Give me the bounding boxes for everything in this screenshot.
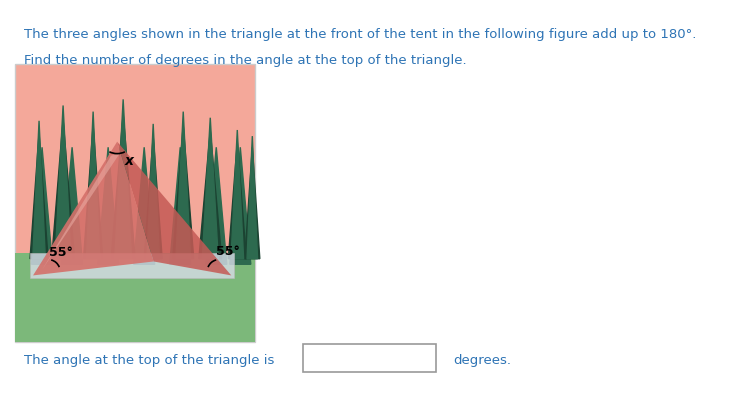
Polygon shape <box>147 124 159 259</box>
Polygon shape <box>30 253 234 278</box>
Polygon shape <box>228 142 246 259</box>
Polygon shape <box>61 147 82 264</box>
FancyBboxPatch shape <box>304 344 436 372</box>
Text: The angle at the top of the triangle is: The angle at the top of the triangle is <box>24 354 274 367</box>
Text: degrees.: degrees. <box>453 354 512 367</box>
Polygon shape <box>33 121 45 259</box>
Polygon shape <box>86 111 100 259</box>
Polygon shape <box>169 147 191 264</box>
Polygon shape <box>176 111 191 259</box>
Polygon shape <box>247 136 258 259</box>
Polygon shape <box>33 142 153 275</box>
Polygon shape <box>117 142 231 275</box>
Polygon shape <box>115 100 131 259</box>
Polygon shape <box>52 119 74 259</box>
Polygon shape <box>55 105 71 259</box>
Text: x: x <box>124 154 134 168</box>
Polygon shape <box>231 130 244 259</box>
Polygon shape <box>111 114 135 259</box>
Polygon shape <box>145 136 162 259</box>
FancyBboxPatch shape <box>15 253 255 342</box>
Text: 55°: 55° <box>49 246 73 259</box>
Polygon shape <box>230 147 251 264</box>
Polygon shape <box>199 131 222 259</box>
Polygon shape <box>245 147 260 259</box>
FancyBboxPatch shape <box>15 64 255 342</box>
Polygon shape <box>42 153 120 270</box>
Polygon shape <box>31 147 53 264</box>
Polygon shape <box>83 125 103 259</box>
Polygon shape <box>134 147 155 264</box>
Text: The three angles shown in the triangle at the front of the tent in the following: The three angles shown in the triangle a… <box>24 28 696 41</box>
Polygon shape <box>30 133 48 259</box>
Text: 55°: 55° <box>216 244 240 258</box>
Polygon shape <box>173 125 193 259</box>
Polygon shape <box>98 147 119 264</box>
Text: Find the number of degrees in the angle at the top of the triangle.: Find the number of degrees in the angle … <box>24 54 466 67</box>
Polygon shape <box>202 118 218 259</box>
Polygon shape <box>206 147 227 264</box>
